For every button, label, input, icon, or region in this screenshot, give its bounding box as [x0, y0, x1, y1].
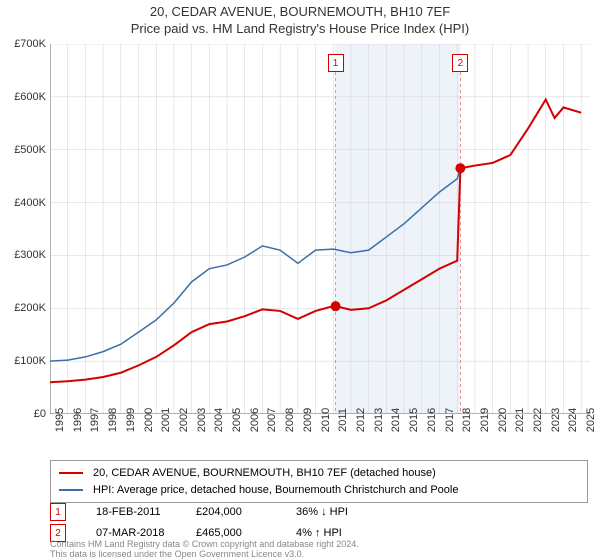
marker-pct: 4% ↑ HPI [296, 527, 396, 539]
x-tick-label: 2022 [532, 408, 544, 432]
footer-line-2: This data is licensed under the Open Gov… [50, 550, 359, 560]
x-tick-label: 2014 [390, 408, 402, 432]
marker-pct: 36% ↓ HPI [296, 506, 396, 518]
x-tick-label: 2000 [143, 408, 155, 432]
chart-marker-badge: 1 [328, 54, 344, 72]
legend-label: 20, CEDAR AVENUE, BOURNEMOUTH, BH10 7EF … [93, 465, 436, 482]
x-tick-label: 2008 [284, 408, 296, 432]
legend-row: 20, CEDAR AVENUE, BOURNEMOUTH, BH10 7EF … [59, 465, 579, 482]
chart-svg [50, 44, 590, 414]
y-tick-label: £600K [0, 91, 46, 103]
x-tick-label: 1996 [72, 408, 84, 432]
y-tick-label: £300K [0, 249, 46, 261]
x-tick-label: 2015 [408, 408, 420, 432]
title-sub: Price paid vs. HM Land Registry's House … [0, 21, 600, 36]
x-tick-label: 2023 [550, 408, 562, 432]
marker-price: £204,000 [196, 506, 296, 518]
x-tick-label: 2024 [567, 408, 579, 432]
x-tick-label: 1998 [107, 408, 119, 432]
x-tick-label: 2011 [337, 408, 349, 432]
x-tick-label: 2004 [213, 408, 225, 432]
x-tick-label: 2009 [302, 408, 314, 432]
title-main: 20, CEDAR AVENUE, BOURNEMOUTH, BH10 7EF [0, 4, 600, 19]
y-tick-label: £0 [0, 408, 46, 420]
x-tick-label: 1995 [54, 408, 66, 432]
x-tick-label: 2001 [160, 408, 172, 432]
legend-swatch [59, 472, 83, 474]
legend-box: 20, CEDAR AVENUE, BOURNEMOUTH, BH10 7EF … [50, 460, 588, 503]
x-tick-label: 2012 [355, 408, 367, 432]
x-tick-label: 2016 [426, 408, 438, 432]
chart-area [50, 44, 590, 414]
marker-badge: 1 [50, 503, 66, 521]
chart-marker-badge: 2 [452, 54, 468, 72]
marker-table: 118-FEB-2011£204,00036% ↓ HPI207-MAR-201… [50, 500, 588, 542]
x-tick-label: 2017 [444, 408, 456, 432]
x-tick-label: 2005 [231, 408, 243, 432]
x-tick-label: 2006 [249, 408, 261, 432]
x-tick-label: 2021 [514, 408, 526, 432]
y-tick-label: £100K [0, 355, 46, 367]
titles: 20, CEDAR AVENUE, BOURNEMOUTH, BH10 7EF … [0, 0, 600, 36]
chart-container: 20, CEDAR AVENUE, BOURNEMOUTH, BH10 7EF … [0, 0, 600, 560]
marker-row: 1 18-FEB-2011£204,00036% ↓ HPI [50, 503, 588, 521]
legend-row: HPI: Average price, detached house, Bour… [59, 482, 579, 499]
legend-label: HPI: Average price, detached house, Bour… [93, 482, 458, 499]
y-tick-label: £700K [0, 38, 46, 50]
x-tick-label: 2018 [461, 408, 473, 432]
y-tick-label: £500K [0, 144, 46, 156]
x-tick-label: 2003 [196, 408, 208, 432]
x-tick-label: 2025 [585, 408, 597, 432]
x-tick-label: 2002 [178, 408, 190, 432]
x-tick-label: 2010 [320, 408, 332, 432]
x-tick-label: 1999 [125, 408, 137, 432]
marker-date: 07-MAR-2018 [96, 527, 196, 539]
x-tick-label: 2019 [479, 408, 491, 432]
x-tick-label: 2013 [373, 408, 385, 432]
y-tick-label: £400K [0, 197, 46, 209]
x-tick-label: 2007 [266, 408, 278, 432]
footer-attribution: Contains HM Land Registry data © Crown c… [50, 540, 359, 560]
x-tick-label: 1997 [89, 408, 101, 432]
x-tick-label: 2020 [497, 408, 509, 432]
marker-price: £465,000 [196, 527, 296, 539]
marker-date: 18-FEB-2011 [96, 506, 196, 518]
legend-swatch [59, 489, 83, 491]
y-tick-label: £200K [0, 302, 46, 314]
